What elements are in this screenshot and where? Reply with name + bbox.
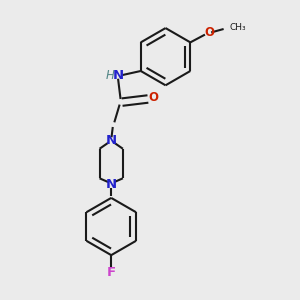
Text: H: H (106, 68, 115, 82)
Text: CH₃: CH₃ (229, 22, 246, 32)
Text: O: O (204, 26, 214, 39)
Text: F: F (107, 266, 116, 279)
Text: N: N (106, 134, 117, 148)
Text: O: O (148, 91, 158, 104)
Text: N: N (113, 69, 124, 82)
Text: N: N (106, 178, 117, 191)
